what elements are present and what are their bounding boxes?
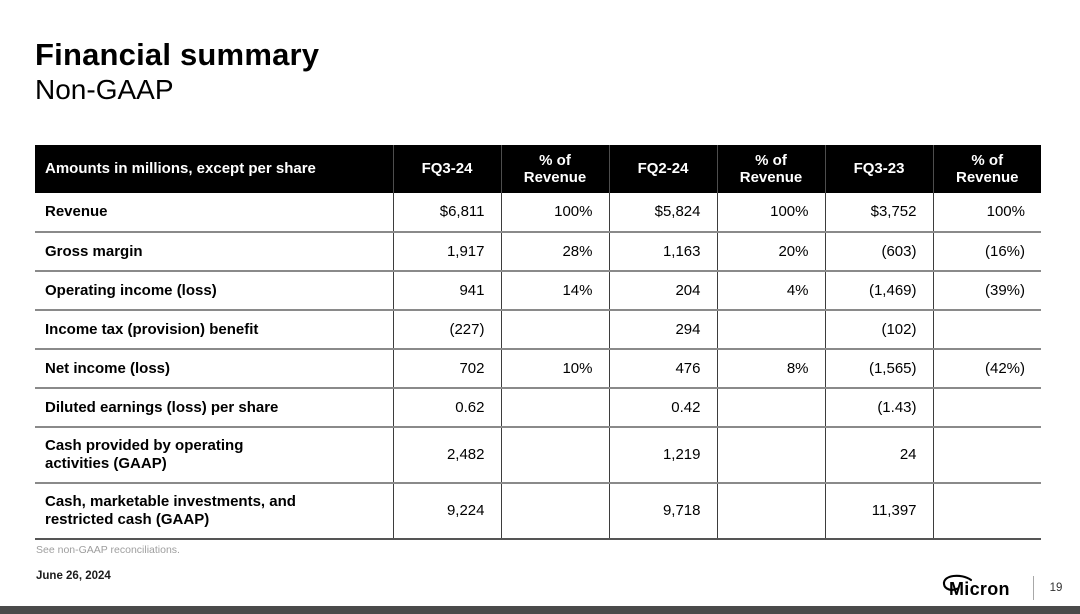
cell-value: 9,718 [608, 483, 717, 540]
cell-value: 1,163 [608, 232, 717, 272]
cell-value [932, 427, 1041, 484]
table-row-cash-operating: Cash provided by operating activities (G… [35, 427, 1041, 484]
row-label: Revenue [35, 193, 393, 233]
row-label: Cash provided by operating activities (G… [35, 427, 393, 484]
cell-value: 294 [608, 310, 717, 350]
page-number: 19 [1049, 582, 1063, 594]
row-label: Diluted earnings (loss) per share [35, 388, 393, 428]
cell-value [500, 388, 609, 428]
cell-value: 24 [824, 427, 933, 484]
cell-value: (1,469) [824, 271, 933, 311]
header-amounts: Amounts in millions, except per share [35, 145, 393, 193]
cell-value [500, 427, 609, 484]
cell-value: (227) [392, 310, 501, 350]
cell-value: 14% [500, 271, 609, 311]
cell-value: 4% [716, 271, 825, 311]
cell-value: 100% [932, 193, 1041, 233]
cell-value: $3,752 [824, 193, 933, 233]
cell-value: 0.62 [392, 388, 501, 428]
cell-value: 702 [392, 349, 501, 389]
cell-value [932, 483, 1041, 540]
header-fq3-23: FQ3-23 [824, 145, 933, 193]
financial-table: Amounts in millions, except per share FQ… [35, 145, 1041, 540]
header-pct-revenue-3: % of Revenue [932, 145, 1041, 193]
row-label: Operating income (loss) [35, 271, 393, 311]
table-row-diluted-eps: Diluted earnings (loss) per share 0.62 0… [35, 388, 1041, 428]
cell-value [500, 483, 609, 540]
svg-text:Micron: Micron [949, 579, 1010, 599]
footnote: See non-GAAP reconciliations. [36, 544, 180, 556]
cell-value: 11,397 [824, 483, 933, 540]
cell-value: $5,824 [608, 193, 717, 233]
cell-value [716, 427, 825, 484]
cell-value: 941 [392, 271, 501, 311]
header-pct-revenue-2: % of Revenue [716, 145, 825, 193]
header-pct-revenue-1: % of Revenue [500, 145, 609, 193]
cell-value: (1.43) [824, 388, 933, 428]
table-row-revenue: Revenue $6,811 100% $5,824 100% $3,752 1… [35, 193, 1041, 233]
cell-value [716, 483, 825, 540]
cell-value [716, 310, 825, 350]
table-row-cash-investments: Cash, marketable investments, and restri… [35, 483, 1041, 540]
cell-value [932, 388, 1041, 428]
cell-value: (16%) [932, 232, 1041, 272]
cell-value: (603) [824, 232, 933, 272]
bottom-bar [0, 606, 1080, 614]
row-label: Income tax (provision) benefit [35, 310, 393, 350]
slide-date: June 26, 2024 [36, 570, 111, 582]
header-fq3-24: FQ3-24 [392, 145, 501, 193]
micron-logo-icon: Micron [942, 574, 1010, 599]
table-row-income-tax: Income tax (provision) benefit (227) 294… [35, 310, 1041, 350]
table-row-gross-margin: Gross margin 1,917 28% 1,163 20% (603) (… [35, 232, 1041, 272]
cell-value [932, 310, 1041, 350]
cell-value: 1,219 [608, 427, 717, 484]
title-block: Financial summary Non-GAAP [35, 37, 320, 106]
row-label: Cash, marketable investments, and restri… [35, 483, 393, 540]
row-label: Gross margin [35, 232, 393, 272]
cell-value: 28% [500, 232, 609, 272]
cell-value: (102) [824, 310, 933, 350]
page-subtitle: Non-GAAP [35, 73, 174, 105]
cell-value: $6,811 [392, 193, 501, 233]
cell-value: 20% [716, 232, 825, 272]
cell-value [716, 388, 825, 428]
cell-value: 100% [500, 193, 609, 233]
cell-value: 1,917 [392, 232, 501, 272]
cell-value: 9,224 [392, 483, 501, 540]
cell-value: 0.42 [608, 388, 717, 428]
table-row-operating-income: Operating income (loss) 941 14% 204 4% (… [35, 271, 1041, 311]
table-header-row: Amounts in millions, except per share FQ… [35, 145, 1041, 193]
footer-divider [1033, 576, 1034, 600]
cell-value [500, 310, 609, 350]
cell-value: 476 [608, 349, 717, 389]
page-title: Financial summary [35, 37, 320, 72]
row-label: Net income (loss) [35, 349, 393, 389]
header-fq2-24: FQ2-24 [608, 145, 717, 193]
cell-value: 204 [608, 271, 717, 311]
cell-value: (1,565) [824, 349, 933, 389]
cell-value: 2,482 [392, 427, 501, 484]
table-row-net-income: Net income (loss) 702 10% 476 8% (1,565)… [35, 349, 1041, 389]
cell-value: (39%) [932, 271, 1041, 311]
cell-value: (42%) [932, 349, 1041, 389]
cell-value: 10% [500, 349, 609, 389]
cell-value: 8% [716, 349, 825, 389]
cell-value: 100% [716, 193, 825, 233]
footer-right: Micron 19 [937, 574, 1064, 602]
